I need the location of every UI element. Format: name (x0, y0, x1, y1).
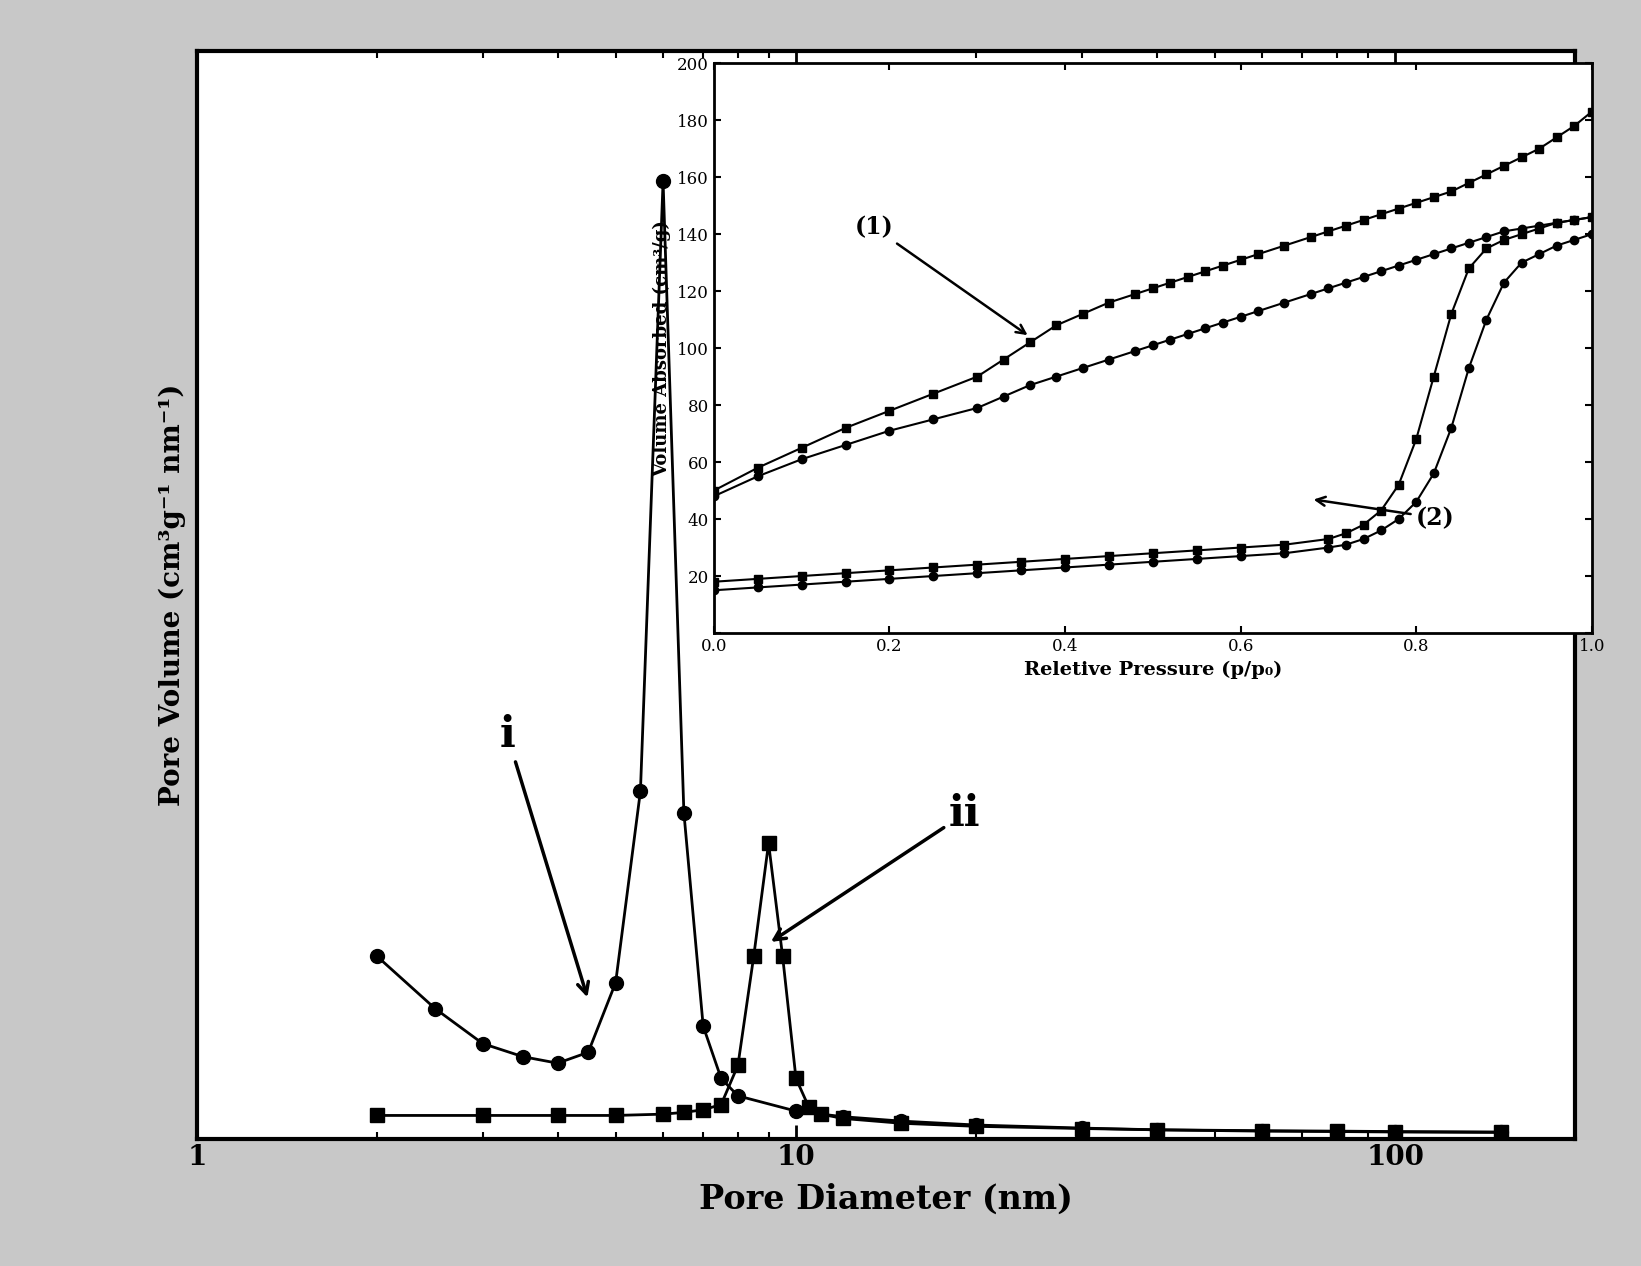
Text: ii: ii (775, 793, 980, 939)
Text: (2): (2) (1316, 496, 1456, 529)
X-axis label: Pore Diameter (nm): Pore Diameter (nm) (699, 1182, 1073, 1215)
Text: i: i (499, 714, 589, 994)
X-axis label: Reletive Pressure (p/p₀): Reletive Pressure (p/p₀) (1024, 661, 1282, 679)
Y-axis label: Volume Absorbed (cm³/g): Volume Absorbed (cm³/g) (653, 220, 671, 476)
Y-axis label: Pore Volume (cm³g⁻¹ nm⁻¹): Pore Volume (cm³g⁻¹ nm⁻¹) (159, 384, 185, 806)
Text: (1): (1) (855, 215, 1026, 333)
